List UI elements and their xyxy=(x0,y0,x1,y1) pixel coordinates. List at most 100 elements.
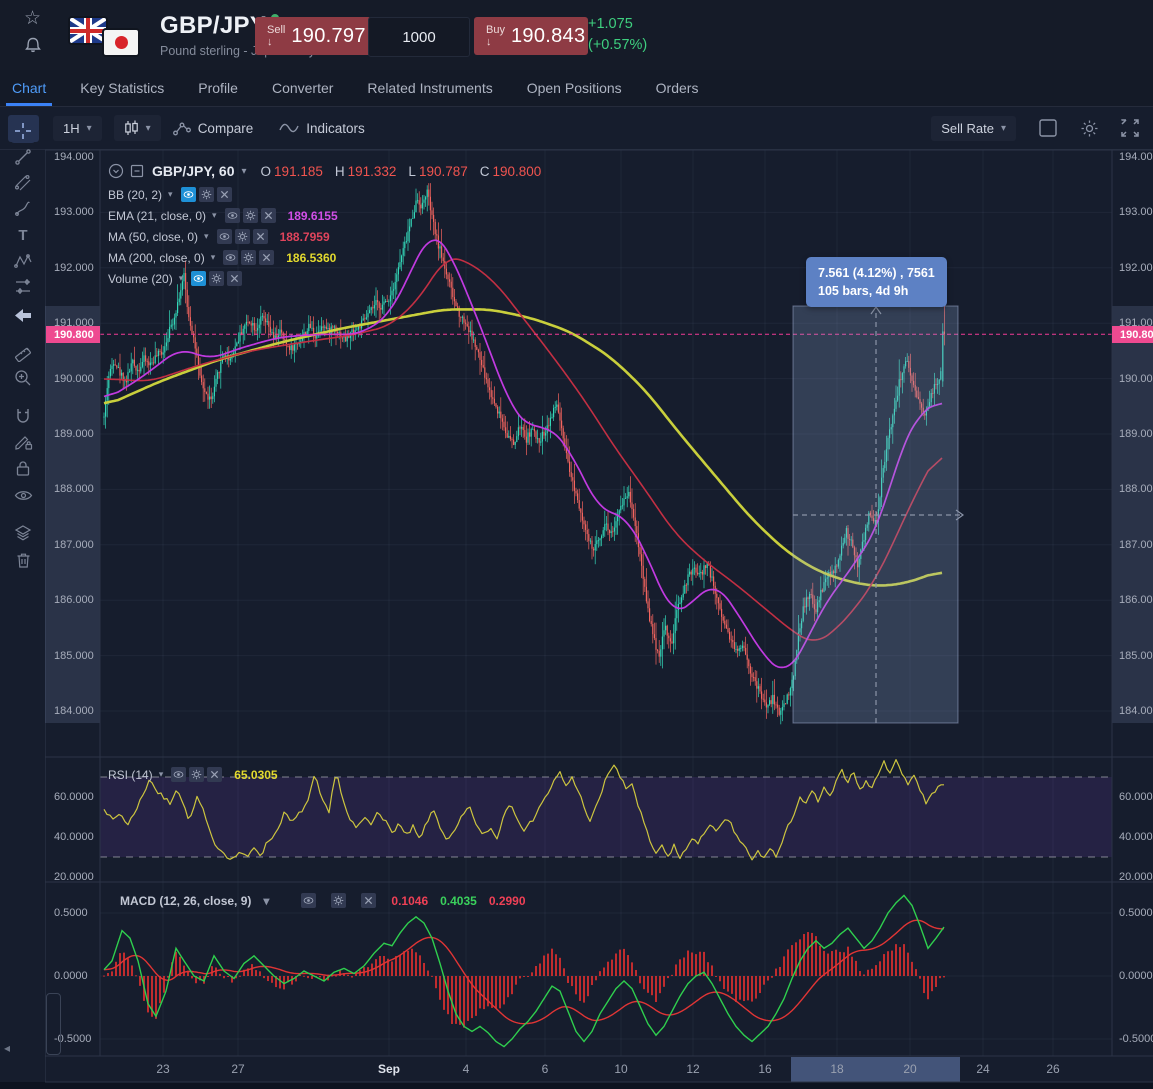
collapse-left-arrow-icon[interactable]: ◂ xyxy=(4,1041,11,1055)
gann-fibonacci-tool[interactable] xyxy=(11,171,35,195)
tab-converter[interactable]: Converter xyxy=(271,80,334,96)
measure-ruler-tool[interactable] xyxy=(11,340,35,364)
eye-icon-button[interactable] xyxy=(191,271,207,286)
indicator-label[interactable]: EMA (21, close, 0) xyxy=(108,208,207,223)
trade-amount-input[interactable]: 1000 xyxy=(368,17,470,57)
indicator-label[interactable]: MA (200, close, 0) xyxy=(108,250,205,265)
chevron-down-icon[interactable]: ▾ xyxy=(212,210,217,220)
pane-maximize-icon[interactable] xyxy=(130,164,144,178)
pane-resize-handle[interactable] xyxy=(46,993,61,1055)
gear-icon-button[interactable] xyxy=(331,893,347,908)
ohlc-values: O 191.185 H 191.332 L 190.787 C 190.800 xyxy=(260,163,542,179)
chevron-down-icon[interactable]: ▾ xyxy=(158,769,164,779)
price-axis-label: 185.000 xyxy=(1119,649,1153,662)
eye-icon-button[interactable] xyxy=(171,767,187,782)
symbol-title[interactable]: GBP/JPY, 60 xyxy=(152,163,235,179)
tab-chart[interactable]: Chart xyxy=(5,71,53,106)
buy-button[interactable]: Buy ↓ 190.843 xyxy=(474,17,588,55)
price-axis-label: 186.000 xyxy=(1119,594,1153,607)
rsi-legend-row: RSI (14) ▾ 65.0305 xyxy=(108,764,278,785)
gear-icon-button[interactable] xyxy=(242,208,258,223)
rate-type-dropdown[interactable]: Sell Rate ▾ xyxy=(931,115,1016,141)
tab-related-instruments[interactable]: Related Instruments xyxy=(367,80,493,96)
magnet-tool[interactable] xyxy=(11,404,35,428)
eye-icon-button[interactable] xyxy=(223,250,239,265)
xabcd-pattern-tool[interactable] xyxy=(11,249,35,273)
settings-button[interactable] xyxy=(1080,119,1099,138)
close-icon-button[interactable] xyxy=(207,767,223,782)
chevron-down-icon[interactable]: ▾ xyxy=(210,252,216,262)
close-icon-button[interactable] xyxy=(260,208,276,223)
zoom-in-tool[interactable] xyxy=(11,366,35,390)
chart-style-dropdown[interactable]: ▾ xyxy=(113,115,161,141)
close-icon-button[interactable] xyxy=(259,250,275,265)
chevron-down-icon[interactable]: ▾ xyxy=(168,189,173,199)
gear-icon-button[interactable] xyxy=(198,187,214,202)
close-icon-button[interactable] xyxy=(227,271,243,286)
bottom-strip xyxy=(0,1082,1153,1089)
fullscreen-button[interactable] xyxy=(1121,119,1139,137)
eye-icon-button[interactable] xyxy=(180,187,196,202)
remove-drawings-trash-tool[interactable] xyxy=(11,548,35,572)
chevron-down-icon[interactable]: ▾ xyxy=(204,231,209,241)
forecast-prediction-tool[interactable] xyxy=(11,275,35,299)
indicator-label[interactable]: MA (50, close, 0) xyxy=(108,229,199,244)
indicators-button[interactable]: Indicators xyxy=(279,121,365,136)
gear-icon-button[interactable] xyxy=(241,250,257,265)
rsi-axis-label: 20.0000 xyxy=(54,871,94,883)
eye-icon-button[interactable] xyxy=(216,229,232,244)
indicators-wave-icon xyxy=(279,123,299,133)
indicator-label[interactable]: RSI (14) xyxy=(108,767,153,782)
compare-icon xyxy=(172,122,191,135)
tab-orders[interactable]: Orders xyxy=(655,80,699,96)
pane-collapse-icon[interactable] xyxy=(108,163,124,179)
chevron-down-icon[interactable]: ▾ xyxy=(263,893,270,908)
indicator-label[interactable]: BB (20, 2) xyxy=(108,187,163,202)
time-axis-label: 20 xyxy=(903,1062,917,1076)
eye-icon-button[interactable] xyxy=(301,893,317,908)
close-icon-button[interactable] xyxy=(252,229,268,244)
lock-all-tool[interactable] xyxy=(11,456,35,480)
snapshot-button[interactable] xyxy=(1038,118,1058,138)
drawing-lock-tool[interactable] xyxy=(11,430,35,454)
alert-bell-icon[interactable] xyxy=(24,34,46,58)
price-axis-label: 193.000 xyxy=(1119,206,1153,219)
brush-tool[interactable] xyxy=(11,197,35,221)
indicator-row-ema21: EMA (21, close, 0) ▾ 189.6155 xyxy=(108,205,338,226)
indicator-row-volume: Volume (20) ▾ xyxy=(108,268,338,289)
ma50-value: 188.7959 xyxy=(279,229,330,244)
chevron-down-icon[interactable]: ▾ xyxy=(241,165,247,177)
eye-icon-button[interactable] xyxy=(224,208,240,223)
gear-icon-button[interactable] xyxy=(189,767,205,782)
hide-drawings-tool[interactable] xyxy=(11,483,35,507)
close-icon-button[interactable] xyxy=(361,893,377,908)
indicator-label[interactable]: MACD (12, 26, close, 9) xyxy=(120,893,252,908)
tab-key-statistics[interactable]: Key Statistics xyxy=(80,80,165,96)
tab-open-positions[interactable]: Open Positions xyxy=(526,80,622,96)
text-tool[interactable]: T xyxy=(18,226,28,244)
compare-button[interactable]: Compare xyxy=(172,121,253,136)
gear-icon-button[interactable] xyxy=(209,271,225,286)
object-tree-layers-tool[interactable] xyxy=(11,521,35,545)
time-axis-label: 6 xyxy=(541,1062,549,1076)
cursor-crosshair-tool[interactable] xyxy=(11,119,35,143)
indicator-label[interactable]: Volume (20) xyxy=(108,271,173,286)
tab-profile[interactable]: Profile xyxy=(198,80,238,96)
macd-axis-label: -0.5000 xyxy=(54,1033,92,1045)
chart-legend: GBP/JPY, 60 ▾ O 191.185 H 191.332 L 190.787 C 1… xyxy=(108,163,553,179)
favorite-star-icon[interactable]: ☆ xyxy=(24,8,42,29)
price-axis-label: 190.000 xyxy=(54,372,94,385)
arrow-marker-tool[interactable] xyxy=(11,303,35,327)
macd-axis-label: 0.0000 xyxy=(54,970,88,982)
chevron-down-icon[interactable]: ▾ xyxy=(178,273,184,283)
interval-dropdown[interactable]: 1H ▾ xyxy=(53,115,102,141)
time-axis-label: 10 xyxy=(614,1062,628,1076)
low-value: 190.787 xyxy=(418,163,468,179)
sell-button[interactable]: Sell ↓ 190.797 xyxy=(255,17,371,55)
measure-tooltip: 7.561 (4.12%) , 7561 105 bars, 4d 9h xyxy=(806,257,947,307)
trend-line-tool[interactable] xyxy=(11,145,35,169)
close-icon-button[interactable] xyxy=(216,187,232,202)
current-price-badge-right: 190.800 xyxy=(1112,326,1153,343)
gear-icon-button[interactable] xyxy=(234,229,250,244)
